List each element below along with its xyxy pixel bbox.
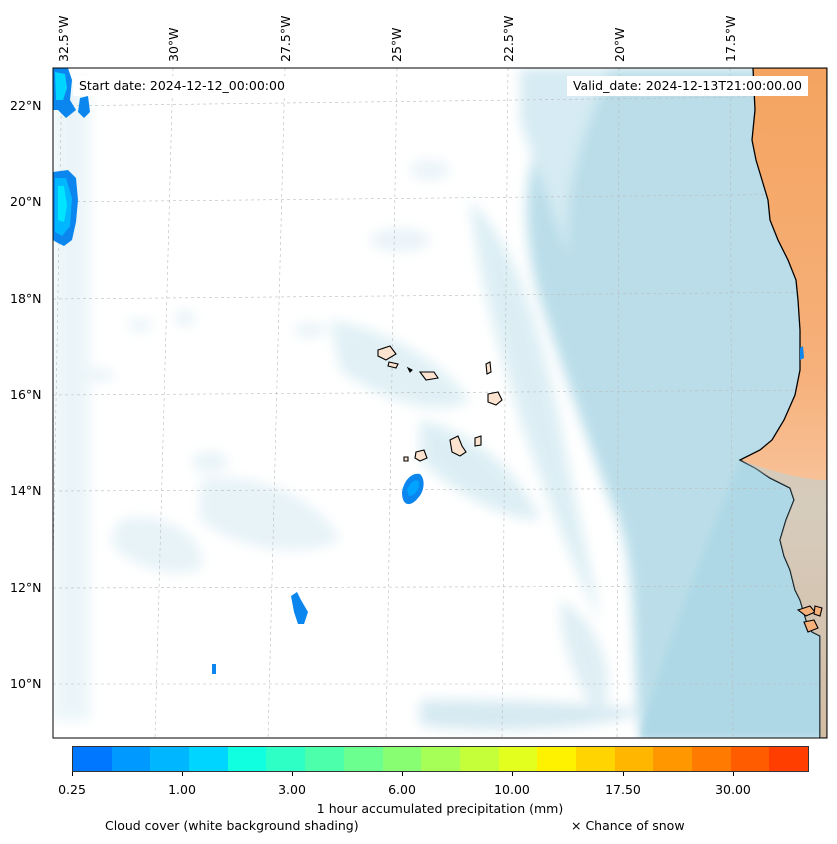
colorbar-segment: [769, 747, 809, 771]
colorbar-tick-10-00: 10.00: [494, 782, 530, 797]
colorbar-segment: [305, 747, 344, 771]
colorbar-segment: [343, 747, 383, 771]
colorbar-tick-17-50: 17.50: [605, 782, 641, 797]
colorbar-tick-6-00: 6.00: [388, 782, 416, 797]
lat-label-18n: 18°N: [10, 291, 42, 306]
colorbar-tick-0-25: 0.25: [58, 782, 86, 797]
coastline-islands-south: [796, 605, 823, 633]
colorbar-segment: [730, 747, 770, 771]
colorbar-segment: [73, 747, 112, 771]
cloud-cover-legend: Cloud cover (white background shading): [105, 818, 359, 833]
colorbar-segment: [537, 747, 576, 771]
lat-label-22n: 22°N: [10, 98, 42, 113]
lon-label-17-5w: 17.5°W: [723, 15, 738, 62]
colorbar-label: 1 hour accumulated precipitation (mm): [316, 801, 564, 816]
colorbar-segment: [227, 747, 267, 771]
lon-label-20w: 20°W: [612, 27, 627, 62]
valid-date-label: Valid_date: 2024-12-13T21:00:00.00: [566, 76, 808, 96]
lon-label-22-5w: 22.5°W: [501, 15, 516, 62]
colorbar-tick-3-00: 3.00: [278, 782, 306, 797]
precipitation-cells: [53, 68, 804, 674]
colorbar-segment: [459, 747, 499, 771]
lon-label-30w: 30°W: [166, 27, 181, 62]
lat-label-14n: 14°N: [10, 483, 42, 498]
cape-verde-islands: [377, 345, 503, 462]
colorbar-segment: [692, 747, 731, 771]
colorbar-segment: [266, 747, 306, 771]
colorbar-segment: [498, 747, 538, 771]
lon-label-27-5w: 27.5°W: [278, 15, 293, 62]
gridlines: [53, 68, 827, 738]
cloud-cover-south: [640, 450, 827, 738]
lat-label-20n: 20°N: [10, 194, 42, 209]
colorbar-tick-1-00: 1.00: [168, 782, 196, 797]
lon-label-25w: 25°W: [389, 27, 404, 62]
colorbar-segment: [575, 747, 615, 771]
colorbar-segment: [653, 747, 692, 771]
snow-legend: × Chance of snow: [571, 818, 685, 833]
colorbar-segment: [150, 747, 190, 771]
lat-label-16n: 16°N: [10, 387, 42, 402]
lat-label-10n: 10°N: [10, 676, 42, 691]
map-border: [52, 67, 828, 739]
coastal-cloud: [740, 460, 827, 738]
colorbar-segment: [421, 747, 460, 771]
colorbar-segment: [382, 747, 422, 771]
lon-label-32-5w: 32.5°W: [56, 15, 71, 62]
colorbar-tick-30-00: 30.00: [715, 782, 751, 797]
colorbar-segment: [111, 747, 151, 771]
colorbar-segment: [189, 747, 228, 771]
colorbar-segment: [614, 747, 654, 771]
precipitation-colorbar: [72, 746, 809, 772]
lat-label-12n: 12°N: [10, 580, 42, 595]
start-date-label: Start date: 2024-12-12_00:00:00: [73, 76, 291, 96]
